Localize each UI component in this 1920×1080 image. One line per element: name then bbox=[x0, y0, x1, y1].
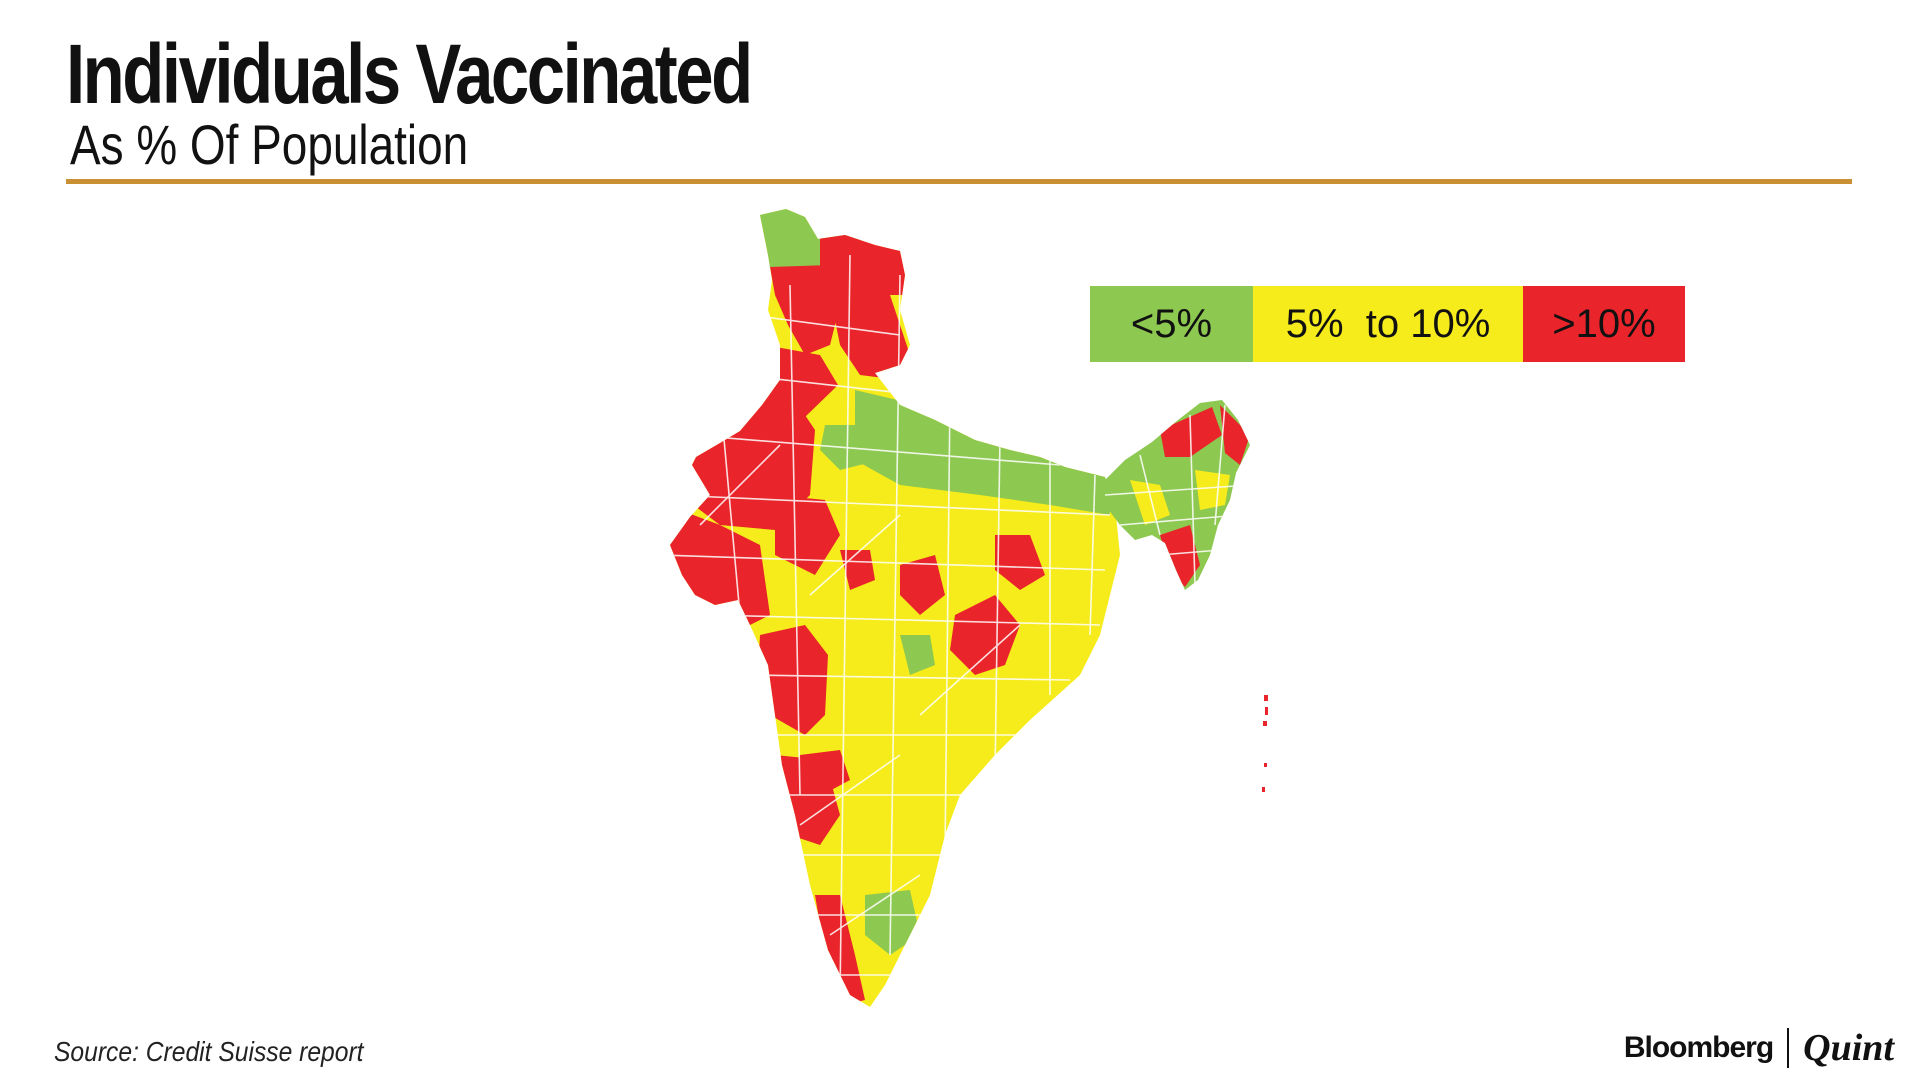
header-divider bbox=[66, 179, 1852, 184]
brand-primary-wordmark: Bloomberg bbox=[1623, 1031, 1774, 1064]
brand-secondary-wordmark: Quint bbox=[1803, 1027, 1894, 1069]
legend-item-5-to-10: 5% to 10% bbox=[1253, 286, 1523, 362]
brand-divider bbox=[1787, 1028, 1790, 1068]
legend-item-below-5: <5% bbox=[1090, 286, 1253, 362]
page-subtitle: As % Of Population bbox=[70, 113, 469, 176]
legend-item-above-10: >10% bbox=[1523, 286, 1685, 362]
map-legend: <5% 5% to 10% >10% bbox=[1090, 286, 1685, 362]
india-district-map bbox=[670, 209, 1268, 1007]
brand-logo: Bloomberg Quint bbox=[1624, 1026, 1894, 1070]
andaman-nicobar-islands bbox=[1262, 695, 1268, 792]
page-title: Individuals Vaccinated bbox=[66, 27, 753, 121]
source-note: Source: Credit Suisse report bbox=[54, 1036, 364, 1067]
northeast-choropleth bbox=[1105, 400, 1250, 590]
